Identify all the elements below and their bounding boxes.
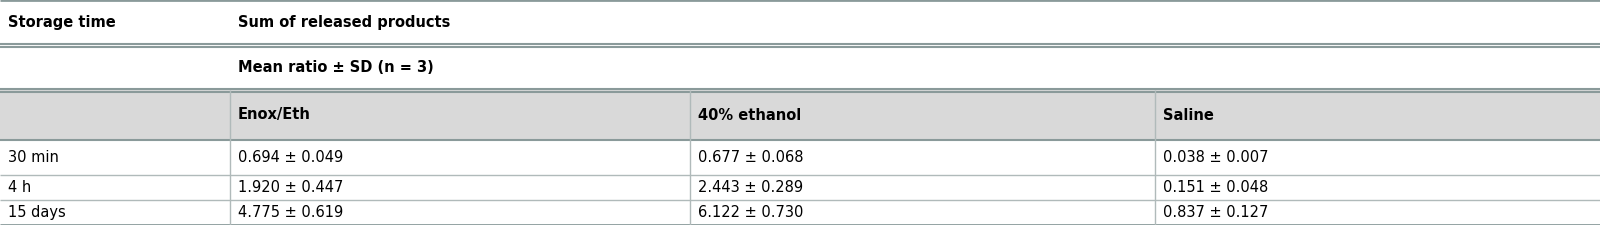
Text: Enox/Eth: Enox/Eth <box>238 108 310 122</box>
Text: Sum of released products: Sum of released products <box>238 15 450 30</box>
Text: 4 h: 4 h <box>8 180 32 195</box>
Bar <box>0 0 1600 45</box>
Text: Mean ratio ± SD (n = 3): Mean ratio ± SD (n = 3) <box>238 60 434 75</box>
Text: Saline: Saline <box>1163 108 1214 122</box>
Text: Storage time: Storage time <box>8 15 115 30</box>
Text: 40% ethanol: 40% ethanol <box>698 108 802 122</box>
Bar <box>0 140 1600 175</box>
Text: 30 min: 30 min <box>8 150 59 165</box>
Text: 1.920 ± 0.447: 1.920 ± 0.447 <box>238 180 344 195</box>
Text: 0.694 ± 0.049: 0.694 ± 0.049 <box>238 150 344 165</box>
Text: 0.151 ± 0.048: 0.151 ± 0.048 <box>1163 180 1269 195</box>
Text: 0.837 ± 0.127: 0.837 ± 0.127 <box>1163 205 1269 220</box>
Text: 0.038 ± 0.007: 0.038 ± 0.007 <box>1163 150 1269 165</box>
Bar <box>0 175 1600 200</box>
Text: 6.122 ± 0.730: 6.122 ± 0.730 <box>698 205 803 220</box>
Text: 15 days: 15 days <box>8 205 66 220</box>
Bar <box>0 90 1600 140</box>
Text: 4.775 ± 0.619: 4.775 ± 0.619 <box>238 205 344 220</box>
Text: 0.677 ± 0.068: 0.677 ± 0.068 <box>698 150 803 165</box>
Bar <box>0 45 1600 90</box>
Text: 2.443 ± 0.289: 2.443 ± 0.289 <box>698 180 803 195</box>
Bar <box>0 200 1600 225</box>
